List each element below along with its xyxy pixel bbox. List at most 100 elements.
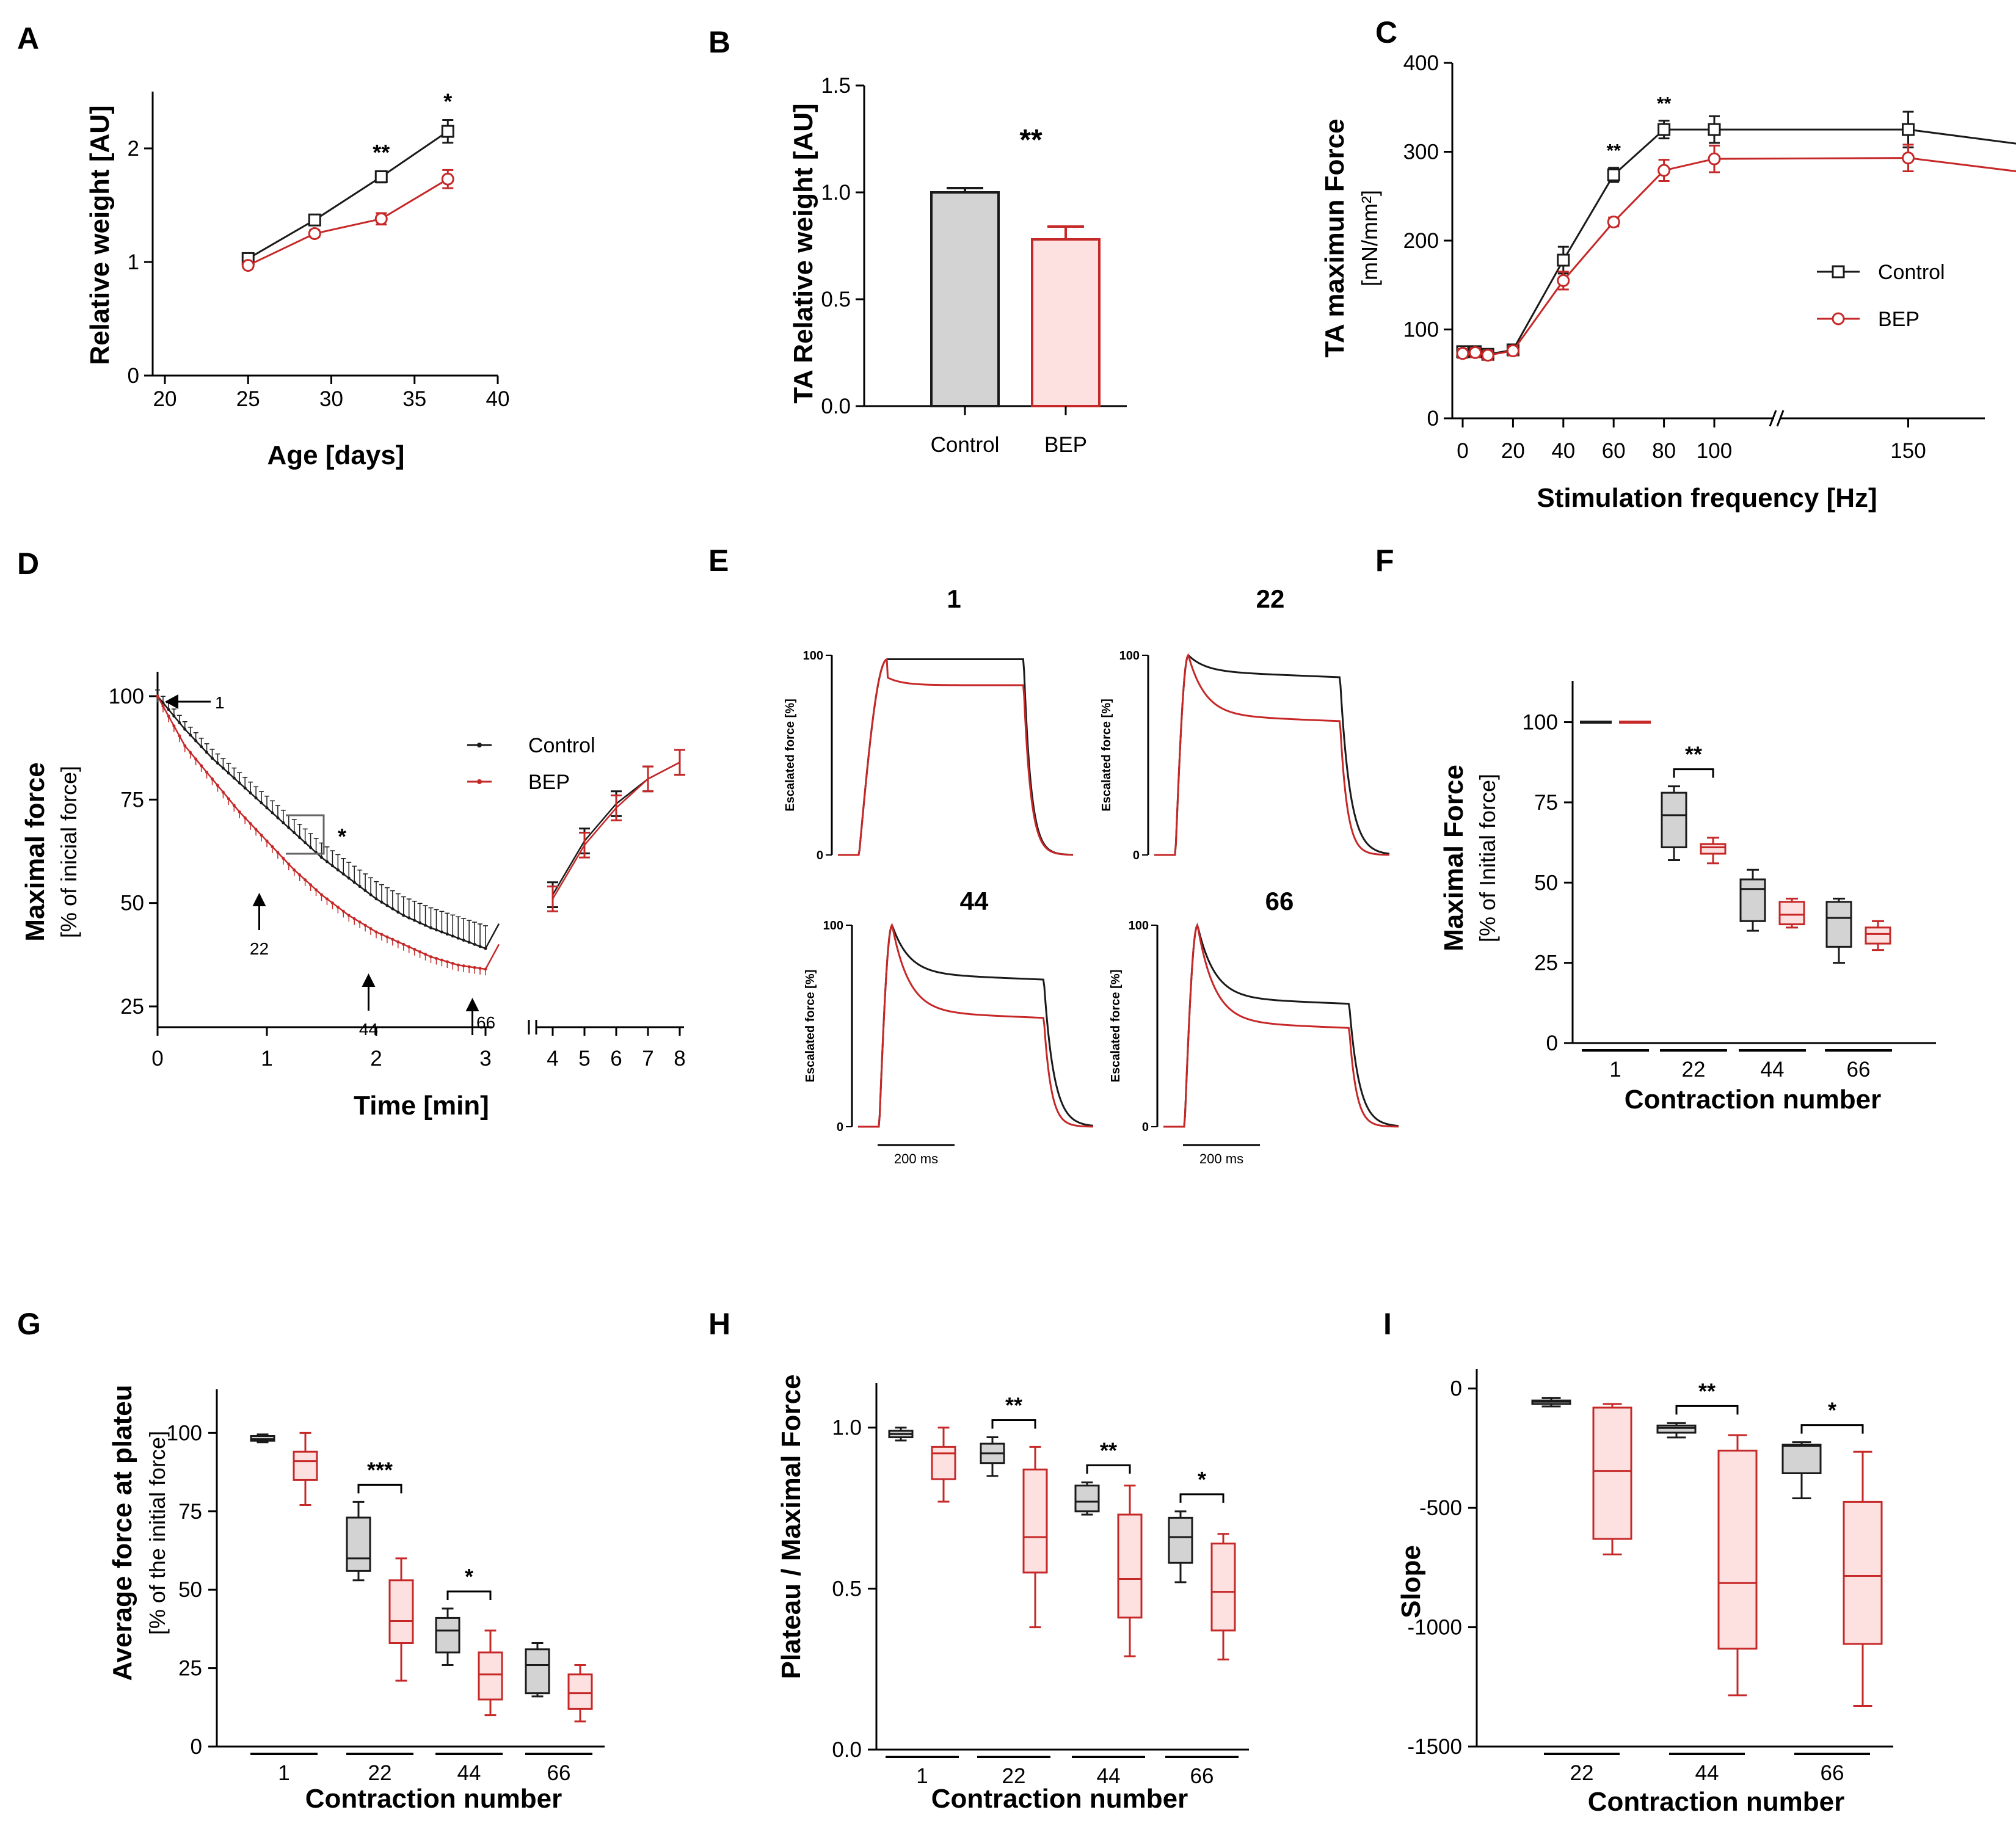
panel-d-arrow-label-572: 1	[215, 693, 225, 712]
panel-i-category-label-841: 22	[1570, 1761, 1594, 1785]
panel-a-point-30	[374, 170, 388, 183]
panel-g-box-740	[478, 1651, 503, 1701]
panel-d-point-502	[352, 917, 356, 920]
panel-e-trace-604	[1154, 653, 1390, 856]
panel-e-ylabel-603: Escalated force [%]	[1100, 699, 1113, 812]
panel-label-f: F	[1375, 544, 1394, 578]
panel-h-box-822	[1210, 1543, 1236, 1632]
panel-d-point-500	[347, 914, 351, 917]
panel-d-point-458	[232, 804, 236, 807]
panel-g-box-712	[293, 1450, 318, 1481]
panel-d-series-line-551	[484, 944, 500, 970]
panel-g-sig-bracket-758	[446, 1590, 492, 1600]
panel-c-legend-marker-191	[1832, 265, 1845, 278]
panel-i-y-ticklabel-834: -500	[1419, 1496, 1462, 1520]
panel-g-box-720	[346, 1516, 371, 1572]
panel-d-point-395	[456, 936, 460, 940]
panel-g-y-ticklabel-692: 25	[178, 1657, 202, 1681]
panel-d-point-389	[445, 932, 449, 936]
panel-d-point-386	[440, 930, 443, 934]
panel-g-category-label-729: 44	[457, 1761, 481, 1785]
panel-d-point-272	[232, 776, 236, 780]
panel-a-ylabel: Relative weight [AU]	[85, 105, 115, 365]
panel-d-point-239	[172, 715, 176, 718]
panel-d-point-504	[358, 920, 362, 924]
panel-d-point-269	[227, 771, 230, 775]
panel-f-sig-bracket-686	[1673, 768, 1714, 778]
panel-g-ylabel: Average force at plateu	[107, 1385, 137, 1681]
panel-d-point-371	[413, 918, 417, 922]
panel-d-arrowhead-576	[362, 973, 376, 987]
panel-d-bracket-568	[286, 814, 325, 855]
panel-d-point-464	[249, 822, 252, 826]
panel-c-point-142	[1902, 123, 1915, 136]
panel-b-y-ticklabel-60: 1.0	[821, 181, 851, 205]
panel-d-point-248	[189, 733, 192, 737]
panel-d-point-476	[282, 857, 285, 860]
panel-d-point-377	[424, 923, 428, 927]
panel-d-point-434	[167, 715, 170, 718]
panel-f-y-ticklabel-634: 50	[1534, 871, 1558, 895]
panel-d-point-407	[478, 945, 482, 948]
panel-d-point-514	[385, 935, 389, 939]
panel-d-point-510	[374, 930, 378, 934]
panel-c-x-break-88	[1769, 410, 1777, 427]
panel-c-y-ticklabel-77: 0	[1427, 407, 1439, 431]
panel-d-point-296	[276, 816, 280, 820]
panel-h-y-ticklabel-762: 0.0	[832, 1738, 862, 1762]
panel-a-y-ticklabel-6: 2	[128, 137, 139, 161]
panel-i-sig-bracket-882	[1675, 1405, 1739, 1415]
panel-h-box-802	[1074, 1485, 1100, 1513]
panel-c-sig-188: **	[1607, 141, 1621, 161]
panel-a-point-51	[441, 172, 454, 186]
panel-e-trace-605	[1154, 653, 1390, 856]
panel-d-legend-marker-583	[477, 743, 482, 747]
panel-d-point-374	[418, 921, 422, 925]
panel-d-arrow-label-575: 22	[250, 939, 269, 958]
panel-h-box-808	[1117, 1513, 1143, 1619]
panel-e-trace-title-622: 66	[1265, 887, 1294, 915]
panel-f-xlabel: Contraction number	[1625, 1085, 1881, 1114]
panel-g-xlabel: Contraction number	[305, 1784, 562, 1814]
panel-h-y-ticklabel-766: 1.0	[832, 1416, 862, 1440]
panel-c-legend-label-192: Control	[1878, 261, 1945, 284]
panel-d-point-548	[478, 967, 482, 970]
panel-d-point-478	[287, 862, 291, 866]
panel-g-sig-bracket-756	[357, 1483, 402, 1494]
panel-h-sig-825: **	[1005, 1393, 1022, 1418]
panel-i-xlabel: Contraction number	[1588, 1787, 1844, 1817]
panel-c-ylabel: TA maximun Force	[1320, 118, 1350, 357]
panel-e-ylabel-612: Escalated force [%]	[804, 970, 817, 1083]
panel-c-series-line-106	[1463, 128, 2016, 355]
panel-e-trace-613	[858, 923, 1094, 1128]
panel-d-point-341	[358, 885, 362, 889]
panel-d-point-480	[293, 868, 296, 871]
panel-d-point-430	[156, 694, 159, 698]
panel-c-point-163	[1506, 344, 1519, 357]
panel-c-point-159	[1481, 349, 1494, 362]
panel-c-x-ticklabel-93: 20	[1501, 439, 1525, 463]
panel-d-series-line-552	[551, 762, 680, 900]
panel-e-ticklabel-600: 100	[1119, 649, 1140, 663]
panel-g-box-734	[435, 1616, 460, 1654]
panel-d-x-ticklabel-212: 1	[261, 1047, 272, 1071]
panel-e-trace-596	[838, 658, 1074, 856]
panel-d-sig-569: *	[338, 824, 346, 849]
panel-label-d: D	[17, 547, 39, 581]
panel-f-category-label-641: 1	[1609, 1058, 1621, 1082]
panel-d-point-323	[325, 860, 329, 864]
panel-i-box-860	[1656, 1424, 1697, 1434]
panel-d-point-450	[211, 777, 214, 780]
panel-e-trace-title-593: 1	[947, 584, 961, 613]
panel-d-point-320	[320, 856, 323, 859]
panel-e-ticklabel-610: 0	[837, 1121, 843, 1134]
panel-c-x-ticklabel-95: 40	[1551, 439, 1575, 463]
panel-c-x-ticklabel-99: 80	[1652, 439, 1676, 463]
panel-d-point-314	[309, 846, 313, 849]
panel-d-point-404	[473, 942, 476, 946]
panel-d-point-356	[385, 904, 389, 907]
panel-d-point-448	[205, 771, 209, 774]
panel-h-xlabel: Contraction number	[931, 1784, 1188, 1814]
panel-d-point-492	[325, 897, 329, 901]
panel-d-point-466	[254, 827, 258, 831]
